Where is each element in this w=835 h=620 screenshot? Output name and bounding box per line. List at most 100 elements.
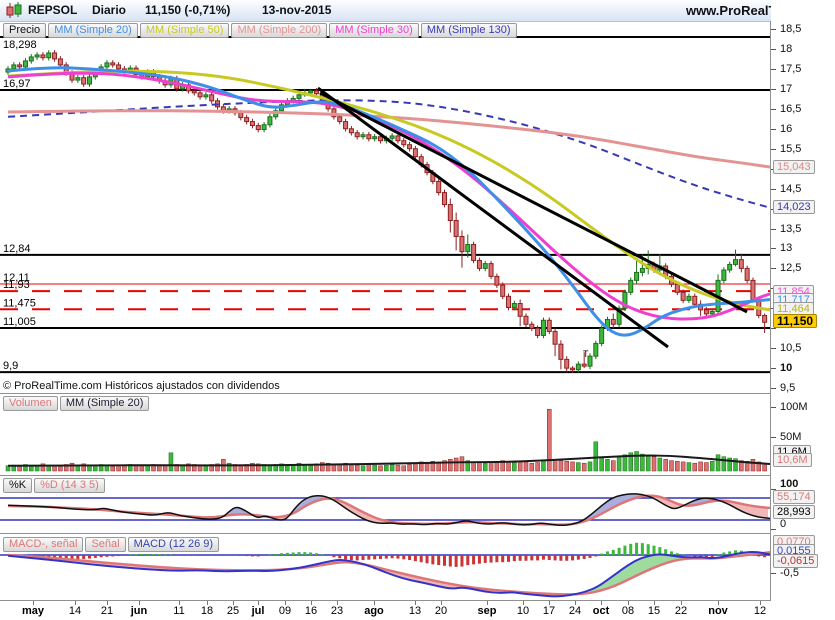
axis-tick — [771, 29, 776, 30]
axis-tick — [771, 189, 776, 190]
candlestick — [372, 133, 378, 142]
time-axis-tick — [258, 601, 259, 605]
trend-line — [317, 86, 669, 349]
macd-histogram-bar — [623, 545, 627, 555]
time-axis-tick — [139, 601, 140, 605]
macd-histogram-bar — [658, 547, 662, 555]
axis-tick-label: -0,5 — [780, 567, 799, 579]
volume-bar — [605, 459, 610, 472]
macd-histogram-bar — [507, 555, 511, 562]
indicator-fill-negative — [756, 506, 760, 518]
axis-tick — [771, 437, 776, 438]
candlestick — [442, 189, 447, 208]
candlestick — [738, 253, 744, 273]
volume-bar — [733, 458, 738, 472]
indicator-legend-button[interactable]: %K — [3, 478, 33, 493]
indicator-legend-button[interactable]: MM (Simple 130) — [420, 23, 517, 38]
volume-bar — [87, 465, 92, 472]
indicator-legend-button[interactable]: MM (Simple 200) — [231, 23, 328, 38]
macd-histogram-bar — [547, 555, 551, 561]
candlestick — [348, 125, 354, 136]
macd-histogram-bar — [576, 555, 580, 560]
volume-bar — [378, 465, 383, 472]
volume-chart-area[interactable] — [0, 394, 770, 474]
axis-tick-label: 16,5 — [780, 103, 802, 115]
macd-histogram-bar — [198, 555, 202, 556]
volume-bar — [709, 461, 715, 472]
axis-tick-label: 17 — [780, 83, 793, 95]
axis-tick — [771, 229, 776, 230]
macd-histogram-bar — [722, 552, 726, 555]
macd-histogram-bar — [408, 555, 412, 561]
volume-bar — [168, 452, 174, 472]
macd-histogram-bar — [565, 555, 569, 561]
indicator-legend-button[interactable]: Volumen — [3, 396, 58, 411]
macd-histogram-bar — [582, 555, 586, 559]
macd-histogram-bar — [559, 555, 563, 561]
title-bar: REPSOL Diario 11,150 (-0,71%) 13-nov-201… — [0, 0, 835, 22]
time-axis-label: 22 — [674, 605, 688, 617]
macd-histogram-bar — [152, 554, 155, 555]
indicator-fill-positive — [620, 567, 624, 584]
volume-bar — [547, 409, 552, 472]
macd-histogram-bar — [402, 555, 406, 560]
axis-divider — [770, 21, 771, 600]
volume-bar — [523, 461, 529, 472]
level-label: 11,475 — [3, 297, 36, 309]
indicator-legend-button[interactable]: MM (Simple 50) — [139, 23, 230, 38]
indicator-legend-button[interactable]: Precio — [3, 23, 47, 38]
candlestick — [110, 60, 116, 68]
indicator-fill-positive — [628, 562, 632, 580]
candlestick — [546, 317, 552, 335]
axis-tick-label: 100 — [780, 478, 799, 490]
time-axis-tick — [718, 601, 719, 605]
volume-bar — [69, 462, 75, 472]
macd-chart-area[interactable] — [0, 534, 770, 598]
level-label: 11,005 — [3, 316, 36, 328]
indicator-fill-positive — [652, 554, 656, 569]
level-label: 12,84 — [3, 243, 31, 255]
volume-bar — [40, 463, 46, 472]
macd-histogram-bar — [431, 555, 435, 565]
indicator-legend-button[interactable]: MM (Simple 30) — [329, 23, 419, 38]
price-axis-margin[interactable]: 18,5 18 17,5 17 16,5 16 15,5 14,5 13,5 13 12,5 10,5… — [771, 0, 835, 620]
timeframe-label: Diario — [92, 3, 127, 17]
volume-bar — [744, 461, 750, 472]
indicator-legend-button[interactable]: MACD (12 26 9) — [127, 537, 220, 552]
stochastic-chart-area[interactable] — [0, 476, 770, 532]
volume-bar — [651, 456, 657, 472]
indicator-legend-button[interactable]: MM (Simple 20) — [48, 23, 138, 38]
time-axis-tick — [681, 601, 682, 605]
axis-tick-label: 15,5 — [780, 143, 802, 155]
time-axis-label: sep — [477, 605, 497, 617]
indicator-legend-button[interactable]: Señal — [85, 537, 126, 552]
indicator-legend-button[interactable]: MM (Simple 20) — [59, 396, 150, 411]
main-chart-legend: Precio MM (Simple 20) MM (Simple 50) MM (Si… — [1, 22, 517, 38]
time-axis-tick — [311, 601, 312, 605]
candlestick — [267, 113, 273, 128]
macd-histogram-bar — [594, 555, 598, 557]
volume-bar — [686, 462, 692, 472]
macd-histogram-bar — [239, 555, 243, 556]
macd-histogram-bar — [396, 555, 400, 559]
indicator-legend-button[interactable]: %D (14 3 5) — [34, 478, 105, 493]
indicator-legend-button[interactable]: MACD-, señal — [3, 537, 84, 552]
macd-histogram-bar — [600, 553, 604, 555]
volume-bar — [320, 462, 325, 472]
candlestick — [261, 121, 267, 133]
candlestick — [575, 361, 581, 373]
volume-bar — [564, 461, 569, 472]
indicator-fill-positive — [648, 555, 652, 571]
volume-bar — [407, 464, 412, 472]
macd-histogram-bar — [716, 554, 720, 555]
time-axis-tick — [107, 601, 108, 605]
candlestick — [733, 249, 738, 267]
axis-tick — [771, 573, 776, 574]
candlestick — [523, 313, 529, 328]
macd-histogram-bar — [58, 555, 62, 559]
volume-bar — [203, 465, 209, 472]
time-axis[interactable]: may 14 21 jun 11 18 25 jul 09 16 23 ago 13 20 sep 10 17 2… — [0, 600, 835, 620]
macd-histogram-bar — [303, 552, 307, 555]
event-marker-T: T — [583, 349, 589, 359]
